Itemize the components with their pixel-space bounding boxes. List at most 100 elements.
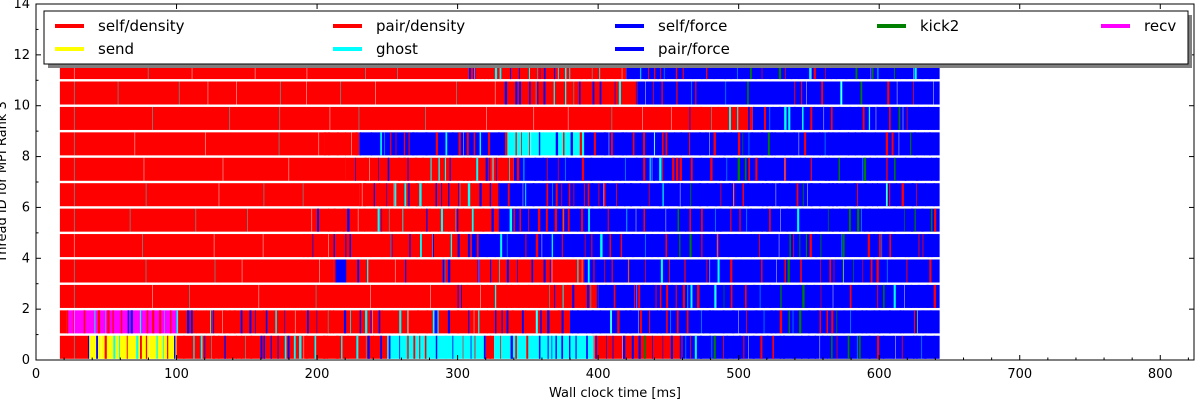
task-sliver xyxy=(593,132,596,156)
task-sliver xyxy=(104,335,107,359)
task-sliver xyxy=(621,132,624,156)
task-sliver xyxy=(467,234,470,258)
task-sliver xyxy=(796,259,799,283)
task-sliver xyxy=(452,335,454,359)
task-boundary xyxy=(100,335,102,359)
task-sliver xyxy=(591,310,594,334)
task-sliver xyxy=(635,157,638,181)
task-segment xyxy=(359,183,500,207)
task-sliver xyxy=(473,132,476,156)
task-boundary xyxy=(222,310,223,334)
task-sliver xyxy=(327,234,330,258)
task-sliver xyxy=(561,335,564,359)
task-sliver xyxy=(601,157,603,181)
task-sliver xyxy=(87,335,90,359)
task-sliver xyxy=(347,335,349,359)
task-sliver xyxy=(388,335,391,359)
task-sliver xyxy=(924,183,926,207)
task-sliver xyxy=(327,208,330,232)
task-boundary xyxy=(152,106,153,130)
task-sliver xyxy=(868,106,871,130)
task-sliver xyxy=(924,106,926,130)
task-sliver xyxy=(804,132,807,156)
task-sliver xyxy=(265,310,268,334)
task-sliver xyxy=(927,234,930,258)
task-sliver xyxy=(599,81,602,105)
task-segment xyxy=(494,335,593,359)
task-boundary xyxy=(437,335,438,359)
task-sliver xyxy=(478,310,480,334)
task-sliver xyxy=(747,183,749,207)
task-sliver xyxy=(499,81,503,105)
task-sliver xyxy=(796,183,799,207)
task-sliver xyxy=(772,183,773,207)
task-boundary xyxy=(318,132,320,156)
task-sliver xyxy=(506,310,509,334)
task-boundary xyxy=(142,234,143,258)
task-sliver xyxy=(800,259,802,283)
task-sliver xyxy=(788,310,790,334)
task-boundary xyxy=(711,106,712,130)
task-sliver xyxy=(537,259,539,283)
task-boundary xyxy=(896,81,898,105)
task-segment xyxy=(59,259,334,283)
task-sliver xyxy=(565,157,569,181)
task-sliver xyxy=(462,208,465,232)
task-sliver xyxy=(583,183,585,207)
task-sliver xyxy=(676,81,678,105)
task-sliver xyxy=(537,81,539,105)
x-tick-label: 500 xyxy=(726,367,751,382)
task-sliver xyxy=(571,310,574,334)
task-sliver xyxy=(284,335,287,359)
task-boundary xyxy=(480,284,481,308)
task-sliver xyxy=(889,106,891,130)
task-sliver xyxy=(421,208,422,232)
task-sliver xyxy=(489,183,492,207)
task-sliver xyxy=(359,310,362,334)
task-sliver xyxy=(130,310,133,334)
task-sliver xyxy=(816,310,819,334)
task-sliver xyxy=(836,335,838,359)
task-sliver xyxy=(883,208,886,232)
task-boundary xyxy=(610,310,612,334)
task-boundary xyxy=(541,335,542,359)
task-sliver xyxy=(370,310,372,334)
task-segment xyxy=(59,132,325,156)
task-sliver xyxy=(557,157,559,181)
task-sliver xyxy=(413,259,416,283)
task-sliver xyxy=(657,234,659,258)
task-sliver xyxy=(893,335,894,359)
task-sliver xyxy=(406,335,409,359)
task-boundary xyxy=(645,81,646,105)
task-sliver xyxy=(275,310,277,334)
task-sliver xyxy=(430,234,432,258)
task-sliver xyxy=(867,234,870,258)
task-sliver xyxy=(764,106,766,130)
task-sliver xyxy=(200,335,203,359)
task-sliver xyxy=(758,234,760,258)
task-sliver xyxy=(584,234,586,258)
task-sliver xyxy=(774,132,776,156)
task-sliver xyxy=(698,234,699,258)
task-sliver xyxy=(798,284,801,308)
task-sliver xyxy=(889,183,891,207)
task-sliver xyxy=(883,284,885,308)
task-sliver xyxy=(479,132,481,156)
task-sliver xyxy=(378,157,379,181)
task-sliver xyxy=(595,335,597,359)
task-sliver xyxy=(653,132,655,156)
task-sliver xyxy=(509,208,513,232)
task-sliver xyxy=(739,208,741,232)
task-sliver xyxy=(876,259,879,283)
task-sliver xyxy=(529,132,531,156)
task-sliver xyxy=(838,234,840,258)
task-sliver xyxy=(699,132,702,156)
task-sliver xyxy=(587,183,590,207)
task-sliver xyxy=(398,157,401,181)
task-boundary xyxy=(690,284,692,308)
task-sliver xyxy=(350,259,353,283)
task-sliver xyxy=(820,234,822,258)
task-boundary xyxy=(491,157,493,181)
task-sliver xyxy=(838,106,841,130)
task-sliver xyxy=(411,208,413,232)
